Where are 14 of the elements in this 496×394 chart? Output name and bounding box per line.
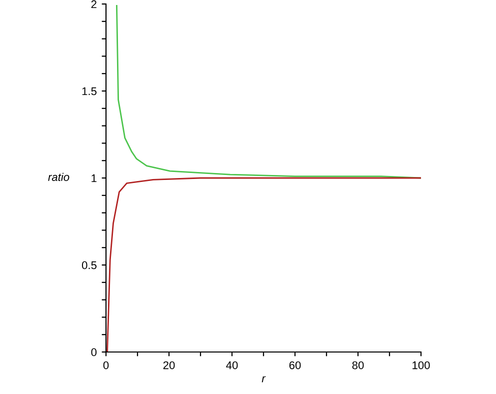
y-tick-label: 1 bbox=[92, 174, 96, 182]
y-axis-title: ratio bbox=[48, 172, 70, 181]
x-axis-title: r bbox=[262, 376, 266, 382]
x-tick-label: 20 bbox=[163, 361, 175, 370]
y-tick-label: 0.5 bbox=[82, 261, 97, 270]
line-series bbox=[116, 5, 421, 179]
x-tick-label: 60 bbox=[289, 361, 301, 370]
x-tick-label: 0 bbox=[103, 361, 109, 370]
y-tick-label: 1.5 bbox=[82, 87, 97, 96]
y-tick-label: 2 bbox=[91, 0, 96, 8]
x-tick-label: 100 bbox=[412, 361, 430, 370]
y-tick-label: 0 bbox=[91, 348, 97, 356]
x-tick-label: 80 bbox=[352, 361, 364, 370]
x-tick-label: 40 bbox=[226, 361, 238, 370]
